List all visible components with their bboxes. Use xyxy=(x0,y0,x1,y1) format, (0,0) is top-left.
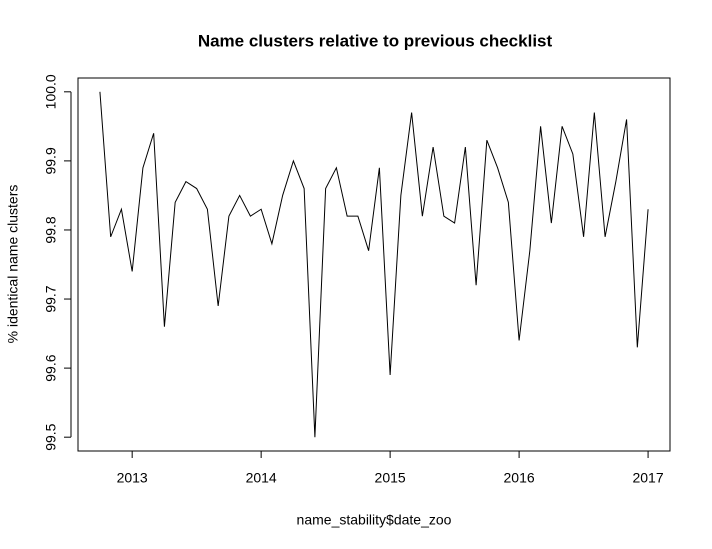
data-line xyxy=(99,91,649,438)
x-tick-label: 2015 xyxy=(375,470,406,486)
y-tick-label: 100.0 xyxy=(43,74,59,109)
y-tick-label: 99.5 xyxy=(43,423,59,450)
x-tick-label: 2014 xyxy=(246,470,277,486)
x-axis-label: name_stability$date_zoo xyxy=(297,512,452,528)
y-tick-label: 99.8 xyxy=(43,216,59,243)
y-tick-label: 99.7 xyxy=(43,285,59,312)
x-tick-label: 2016 xyxy=(504,470,535,486)
y-tick-label: 99.9 xyxy=(43,147,59,174)
y-axis-label: % identical name clusters xyxy=(5,185,21,344)
y-tick-label: 99.6 xyxy=(43,354,59,381)
x-tick-label: 2013 xyxy=(117,470,148,486)
x-tick-label: 2017 xyxy=(632,470,663,486)
chart-title: Name clusters relative to previous check… xyxy=(198,31,553,50)
